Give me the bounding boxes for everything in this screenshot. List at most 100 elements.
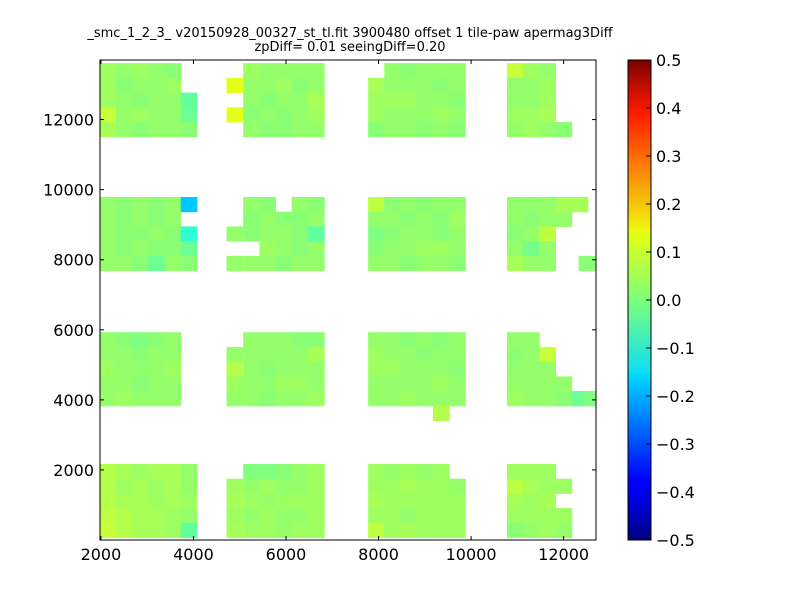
heatmap-cell xyxy=(523,361,540,377)
heatmap-cell xyxy=(416,241,434,257)
heatmap-cell xyxy=(259,77,277,94)
heatmap-cell xyxy=(275,391,293,407)
heatmap-cell xyxy=(416,463,434,480)
heatmap-cell xyxy=(307,255,325,272)
heatmap-cell xyxy=(506,463,524,480)
heatmap-cell xyxy=(100,346,117,363)
heatmap-cell xyxy=(226,346,244,363)
heatmap-cell xyxy=(416,522,434,539)
heatmap-cell xyxy=(523,63,540,79)
heatmap-cell xyxy=(132,493,149,509)
heatmap-cell xyxy=(100,493,117,509)
heatmap-cell xyxy=(259,508,277,524)
heatmap-cell xyxy=(555,478,573,494)
heatmap-cell xyxy=(506,332,524,348)
heatmap-cell xyxy=(100,77,117,94)
heatmap-cell xyxy=(100,391,117,407)
heatmap-cell xyxy=(539,196,557,213)
heatmap-cell xyxy=(523,255,540,272)
heatmap-cell xyxy=(539,226,557,242)
heatmap-cell xyxy=(148,376,166,392)
heatmap-cell xyxy=(368,463,385,480)
heatmap-cell xyxy=(523,241,540,257)
heatmap-cell xyxy=(226,493,244,509)
heatmap-cell xyxy=(384,376,402,392)
colorbar-tick-label: 0.5 xyxy=(656,51,681,70)
heatmap-cell xyxy=(100,361,117,377)
heatmap-cell xyxy=(132,63,149,79)
heatmap-cell xyxy=(523,376,540,392)
heatmap-cell xyxy=(416,92,434,108)
heatmap-cell xyxy=(243,478,260,494)
colorbar-tick-label: −0.3 xyxy=(656,435,695,454)
heatmap-cell xyxy=(115,478,133,494)
heatmap-cell xyxy=(275,508,293,524)
heatmap-cell xyxy=(148,332,166,348)
heatmap-cell xyxy=(523,508,540,524)
heatmap-cell xyxy=(506,522,524,539)
heatmap-cell xyxy=(291,77,309,94)
heatmap-cell xyxy=(307,508,325,524)
heatmap-cell xyxy=(449,196,466,213)
heatmap-cell xyxy=(115,122,133,138)
y-tick-label: 6000 xyxy=(53,321,94,340)
heatmap-cell xyxy=(164,226,182,242)
heatmap-cell xyxy=(400,478,418,494)
heatmap-cell xyxy=(307,391,325,407)
heatmap-cell xyxy=(523,493,540,509)
heatmap-cell xyxy=(275,361,293,377)
heatmap-cell xyxy=(164,391,182,407)
heatmap-cell xyxy=(226,226,244,242)
heatmap-cell xyxy=(180,226,198,242)
heatmap-cell xyxy=(243,63,260,79)
heatmap-cell xyxy=(164,493,182,509)
heatmap-cell xyxy=(449,508,466,524)
heatmap-cell xyxy=(243,508,260,524)
heatmap-cell xyxy=(291,196,309,213)
heatmap-cell xyxy=(368,332,385,348)
heatmap-cell xyxy=(368,391,385,407)
heatmap-cell xyxy=(432,405,450,422)
heatmap-cell xyxy=(259,226,277,242)
heatmap-cell xyxy=(132,332,149,348)
heatmap-cell xyxy=(432,63,450,79)
heatmap-cell xyxy=(132,463,149,480)
heatmap-cell xyxy=(432,361,450,377)
chart-subtitle: zpDiff= 0.01 seeingDiff=0.20 xyxy=(254,40,446,55)
heatmap-cell xyxy=(416,391,434,407)
heatmap-cell xyxy=(432,508,450,524)
y-tick-label: 8000 xyxy=(53,251,94,270)
heatmap-cell xyxy=(275,346,293,363)
heatmap-cell xyxy=(400,63,418,79)
heatmap-cell xyxy=(506,77,524,94)
heatmap-cell xyxy=(307,478,325,494)
heatmap-cell xyxy=(432,92,450,108)
heatmap-cell xyxy=(416,346,434,363)
heatmap-cell xyxy=(148,107,166,123)
heatmap-cell xyxy=(384,63,402,79)
heatmap-cell xyxy=(180,196,198,213)
heatmap-cell xyxy=(523,92,540,108)
heatmap-cell xyxy=(243,346,260,363)
x-tick-label: 10000 xyxy=(446,545,497,564)
heatmap-cell xyxy=(275,493,293,509)
heatmap-cell xyxy=(307,346,325,363)
heatmap-cell xyxy=(164,463,182,480)
heatmap-cell xyxy=(506,346,524,363)
heatmap-cell xyxy=(539,376,557,392)
heatmap-cell xyxy=(243,211,260,227)
heatmap-cell xyxy=(259,376,277,392)
heatmap-cell xyxy=(432,107,450,123)
heatmap-cell xyxy=(259,463,277,480)
heatmap-cell xyxy=(449,346,466,363)
heatmap-cell xyxy=(449,63,466,79)
heatmap-cell xyxy=(100,508,117,524)
heatmap-cell xyxy=(400,241,418,257)
heatmap-cell xyxy=(432,196,450,213)
heatmap-cell xyxy=(384,226,402,242)
heatmap-cell xyxy=(523,77,540,94)
heatmap-cell xyxy=(384,241,402,257)
heatmap-cell xyxy=(180,493,198,509)
heatmap-cell xyxy=(100,463,117,480)
